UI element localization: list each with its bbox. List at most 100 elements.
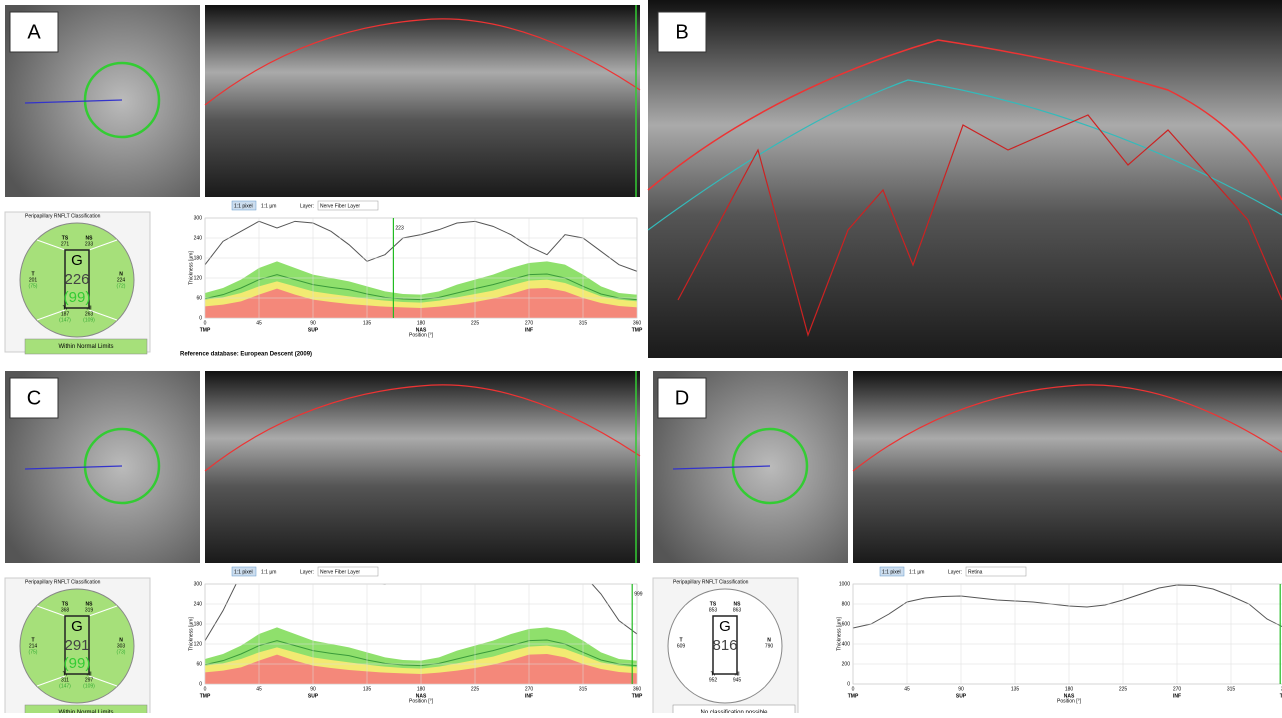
layer-select[interactable] [317,566,379,577]
classification-title: Peripapillary RNFLT Classification [25,579,101,585]
x-tick-label: 225 [471,320,480,326]
zoom-button[interactable] [231,200,257,211]
classification-title: Peripapillary RNFLT Classification [25,213,101,219]
zoom-button[interactable] [231,566,257,577]
zoom-2: 1:1 µm [909,569,924,575]
y-tick-label: 60 [196,661,202,667]
panel-label: B [675,21,688,43]
sector-value: 609 [677,643,686,649]
global-name: G [719,618,731,635]
sector-ref: (72) [117,283,126,289]
y-tick-label: 600 [842,621,851,627]
region-label: NAS [1064,693,1075,699]
classification-title: Peripapillary RNFLT Classification [673,579,749,585]
b-scan [205,371,640,563]
sector-divider [684,605,714,617]
global-value: 291 [64,637,89,654]
region-label: INF [525,327,533,333]
x-tick-label: 0 [852,686,855,692]
global-value: 226 [64,271,89,288]
reference-footer: Reference database: European Descent (20… [180,352,312,358]
y-axis-label: Thickness [µm] [188,251,194,285]
x-tick-label: 45 [904,686,910,692]
y-tick-label: 120 [194,641,203,647]
x-tick-label: 180 [417,320,426,326]
global-box [64,615,90,675]
rnfl-line [647,79,1282,231]
panel-label: A [27,21,41,43]
y-tick-label: 1000 [839,581,850,587]
x-tick-label: 315 [579,320,588,326]
zoom-2: 1:1 µm [261,203,276,209]
sector-value: 214 [29,643,38,649]
marker-label: 999 [634,591,643,597]
sector-name: T [679,637,682,643]
sector-value: 952 [709,677,718,683]
sector-value: 187 [61,311,70,317]
sector-ref: (109) [83,317,95,323]
ilm-line [647,39,1282,201]
y-axis-label: Thickness [µm] [188,617,194,651]
region-label: NAS [416,327,427,333]
region-label: TMP [200,693,211,699]
x-tick-label: 270 [525,686,534,692]
region-label: INF [1173,693,1181,699]
sector-divider [36,239,66,251]
y-tick-label: 200 [842,661,851,667]
panel-label-box [657,377,707,419]
sector-value: 271 [61,241,70,247]
x-tick-label: 135 [1011,686,1020,692]
x-tick-label: 135 [363,320,372,326]
x-axis-label: Position [°] [409,332,434,338]
sector-divider [736,675,766,687]
y-tick-label: 300 [194,215,203,221]
global-box [64,249,90,309]
b-scan [853,371,1282,563]
sector-divider [88,309,118,321]
scan-circle [83,61,161,139]
sector-name: N [119,637,123,643]
x-tick-label: 45 [256,686,262,692]
ilm-line [204,384,641,472]
zoom-2: 1:1 µm [261,569,276,575]
scan-start [24,99,123,104]
sector-divider [36,309,66,321]
y-tick-label: 240 [194,601,203,607]
plot-area [852,583,1282,685]
global-name: G [71,252,83,269]
sector-value: 303 [117,643,126,649]
region-label: SUP [308,693,319,699]
sector-ref: (73) [117,649,126,655]
global-ref: (99) [64,655,91,672]
sector-value: 201 [29,277,38,283]
x-tick-label: 135 [363,686,372,692]
sector-value: 368 [61,607,70,613]
scan-circle [731,427,809,505]
sector-ref: (75) [29,283,38,289]
scan-start [672,465,771,470]
y-tick-label: 0 [847,681,850,687]
y-tick-label: 300 [194,581,203,587]
x-tick-label: 315 [579,686,588,692]
ilm-line [852,384,1282,472]
sector-ref: (75) [29,649,38,655]
layer-label: Layer: [300,203,314,209]
layer-select[interactable] [965,566,1027,577]
sector-value: 319 [85,607,94,613]
sector-value: 853 [709,607,718,613]
zoom-1: 1:1 pixel [234,569,253,575]
layer-value: Retina [968,569,983,575]
zoom-button[interactable] [879,566,905,577]
zoom-1: 1:1 pixel [882,569,901,575]
y-tick-label: 0 [199,315,202,321]
sector-name: N [767,637,771,643]
x-tick-label: 180 [1065,686,1074,692]
global-name: G [71,618,83,635]
sector-value: 263 [85,311,94,317]
layer-select[interactable] [317,200,379,211]
x-tick-label: 0 [204,320,207,326]
x-tick-label: 0 [204,686,207,692]
sector-name: T [31,637,34,643]
x-tick-label: 315 [1227,686,1236,692]
region-label: INF [525,693,533,699]
